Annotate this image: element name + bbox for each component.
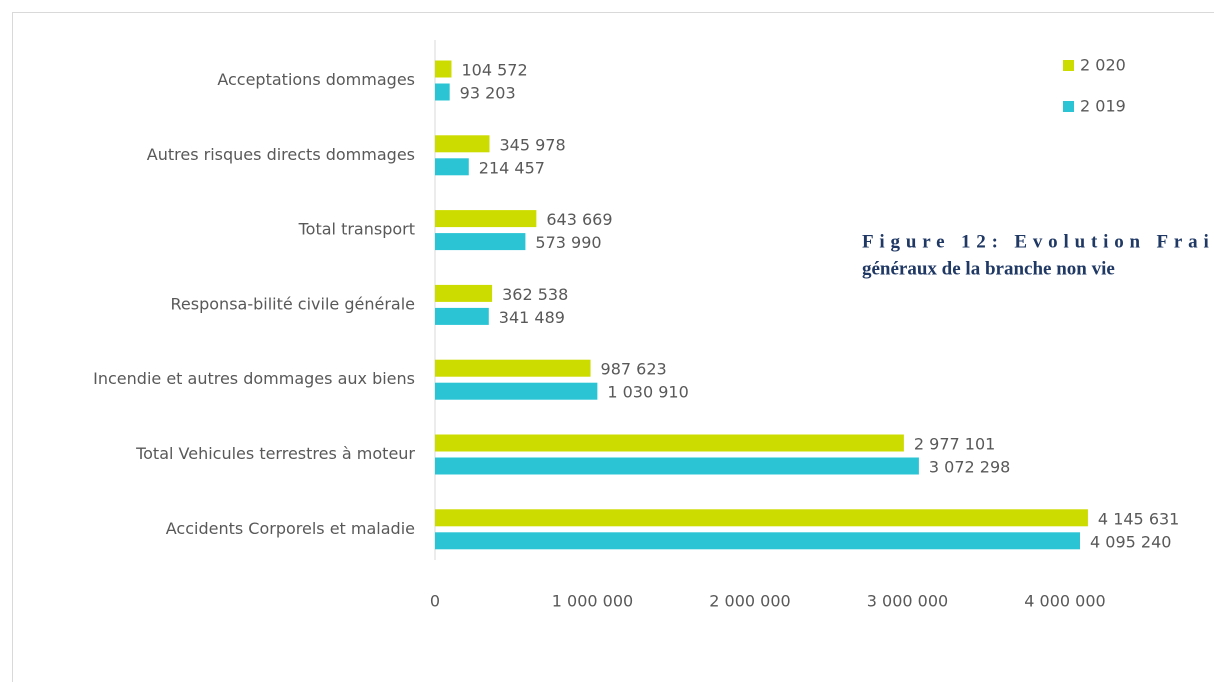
bar	[435, 158, 469, 176]
bar	[435, 457, 919, 475]
y-tick-label: Acceptations dommages	[217, 70, 415, 89]
x-tick-label: 0	[430, 592, 440, 611]
caption: généraux de la branche non vie	[862, 258, 1115, 279]
bar	[435, 233, 526, 251]
legend-label: 2 020	[1080, 56, 1126, 75]
bar	[435, 509, 1088, 527]
value-label: 573 990	[535, 233, 601, 252]
value-label: 214 457	[479, 158, 545, 177]
x-tick-label: 2 000 000	[709, 592, 790, 611]
value-label: 345 978	[499, 135, 565, 154]
bar	[435, 307, 489, 325]
legend-swatch	[1063, 101, 1074, 112]
y-tick-label: Responsa-bilité civile générale	[171, 294, 415, 313]
value-label: 643 669	[546, 210, 612, 229]
y-tick-label: Autres risques directs dommages	[147, 145, 415, 164]
bar	[435, 382, 598, 400]
bar	[435, 532, 1081, 550]
value-label: 3 072 298	[929, 458, 1010, 477]
bar	[435, 83, 450, 101]
value-label: 104 572	[461, 61, 527, 80]
value-label: 987 623	[601, 360, 667, 379]
y-tick-label: Accidents Corporels et maladie	[166, 519, 415, 538]
chart-frame	[12, 12, 1214, 682]
value-label: 4 145 631	[1098, 509, 1179, 528]
value-label: 362 538	[502, 285, 568, 304]
bar	[435, 135, 490, 153]
x-tick-label: 1 000 000	[552, 592, 633, 611]
bar	[435, 284, 493, 302]
bar	[435, 434, 904, 452]
value-label: 2 977 101	[914, 435, 995, 454]
y-tick-label: Total Vehicules terrestres à moteur	[135, 444, 415, 463]
bar	[435, 210, 537, 228]
x-tick-label: 3 000 000	[867, 592, 948, 611]
y-tick-label: Total transport	[298, 220, 415, 239]
bar	[435, 60, 452, 78]
value-label: 1 030 910	[607, 383, 688, 402]
value-label: 93 203	[460, 84, 516, 103]
x-tick-label: 4 000 000	[1024, 592, 1105, 611]
y-tick-label: Incendie et autres dommages aux biens	[93, 369, 415, 388]
caption: Figure 12: Evolution Frais	[862, 231, 1214, 252]
bar	[435, 359, 591, 377]
value-label: 341 489	[499, 308, 565, 327]
legend-label: 2 019	[1080, 97, 1126, 116]
value-label: 4 095 240	[1090, 532, 1171, 551]
legend-swatch	[1063, 60, 1074, 71]
